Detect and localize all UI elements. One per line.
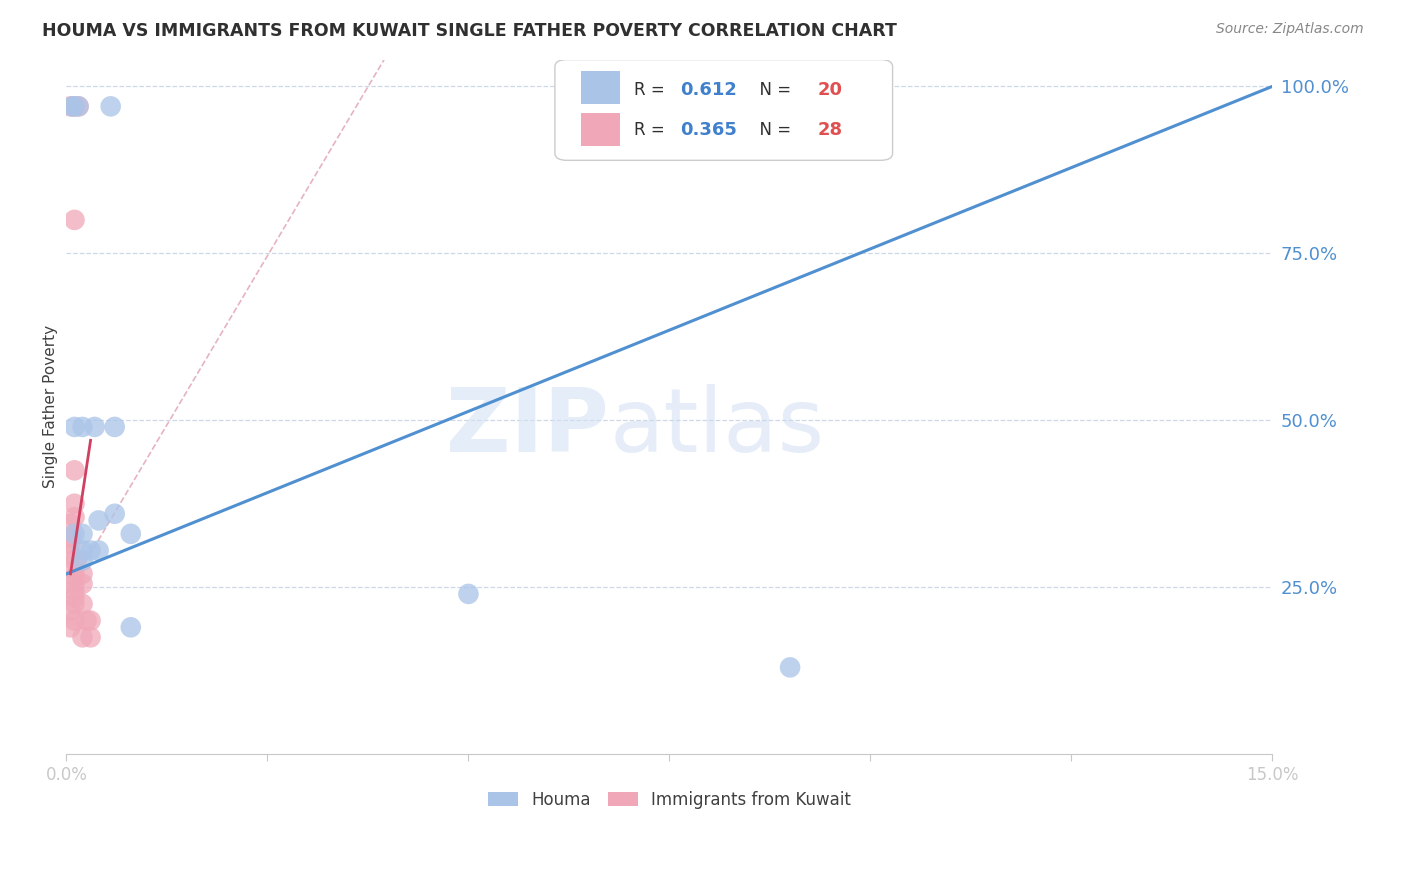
Point bbox=[72, 630, 94, 644]
Point bbox=[76, 614, 98, 628]
Point bbox=[79, 614, 101, 628]
Point bbox=[63, 597, 86, 611]
Text: 28: 28 bbox=[818, 121, 844, 139]
Point bbox=[120, 526, 142, 541]
Point bbox=[72, 526, 94, 541]
Point bbox=[87, 513, 110, 527]
Point bbox=[59, 516, 82, 531]
Point bbox=[59, 99, 82, 113]
Point bbox=[59, 604, 82, 618]
Point bbox=[83, 420, 105, 434]
Text: 0.612: 0.612 bbox=[681, 81, 737, 99]
Point bbox=[63, 591, 86, 605]
Point bbox=[63, 213, 86, 227]
Text: Source: ZipAtlas.com: Source: ZipAtlas.com bbox=[1216, 22, 1364, 37]
Point bbox=[59, 547, 82, 561]
Text: 0.365: 0.365 bbox=[681, 121, 737, 139]
Text: ZIP: ZIP bbox=[447, 384, 609, 471]
Text: R =: R = bbox=[634, 81, 671, 99]
Point bbox=[63, 463, 86, 477]
Text: 20: 20 bbox=[818, 81, 842, 99]
FancyBboxPatch shape bbox=[582, 113, 620, 146]
Point bbox=[63, 420, 86, 434]
FancyBboxPatch shape bbox=[582, 71, 620, 104]
Point bbox=[63, 583, 86, 598]
Point bbox=[79, 543, 101, 558]
Y-axis label: Single Father Poverty: Single Father Poverty bbox=[44, 326, 58, 489]
Text: R =: R = bbox=[634, 121, 671, 139]
Point bbox=[63, 614, 86, 628]
Point bbox=[63, 510, 86, 524]
Point bbox=[62, 99, 84, 113]
Point bbox=[63, 570, 86, 584]
Point bbox=[67, 99, 90, 113]
Point bbox=[72, 553, 94, 567]
Text: HOUMA VS IMMIGRANTS FROM KUWAIT SINGLE FATHER POVERTY CORRELATION CHART: HOUMA VS IMMIGRANTS FROM KUWAIT SINGLE F… bbox=[42, 22, 897, 40]
Text: N =: N = bbox=[749, 81, 796, 99]
Point bbox=[72, 543, 94, 558]
FancyBboxPatch shape bbox=[555, 60, 893, 161]
Point bbox=[63, 564, 86, 578]
Point bbox=[104, 420, 127, 434]
Text: atlas: atlas bbox=[609, 384, 824, 471]
Point bbox=[87, 543, 110, 558]
Point bbox=[63, 553, 86, 567]
Point bbox=[59, 620, 82, 634]
Point bbox=[72, 566, 94, 581]
Point bbox=[79, 630, 101, 644]
Point bbox=[72, 597, 94, 611]
Point bbox=[63, 526, 86, 541]
Point bbox=[63, 99, 86, 113]
Text: N =: N = bbox=[749, 121, 796, 139]
Point bbox=[63, 497, 86, 511]
Point bbox=[104, 507, 127, 521]
Point bbox=[457, 587, 479, 601]
Point bbox=[72, 420, 94, 434]
Point bbox=[120, 620, 142, 634]
Legend: Houma, Immigrants from Kuwait: Houma, Immigrants from Kuwait bbox=[481, 784, 858, 815]
Point bbox=[779, 660, 801, 674]
Point bbox=[63, 577, 86, 591]
Point bbox=[59, 530, 82, 544]
Point bbox=[62, 99, 84, 113]
Point bbox=[67, 99, 90, 113]
Point bbox=[59, 537, 82, 551]
Point bbox=[100, 99, 122, 113]
Point bbox=[72, 577, 94, 591]
